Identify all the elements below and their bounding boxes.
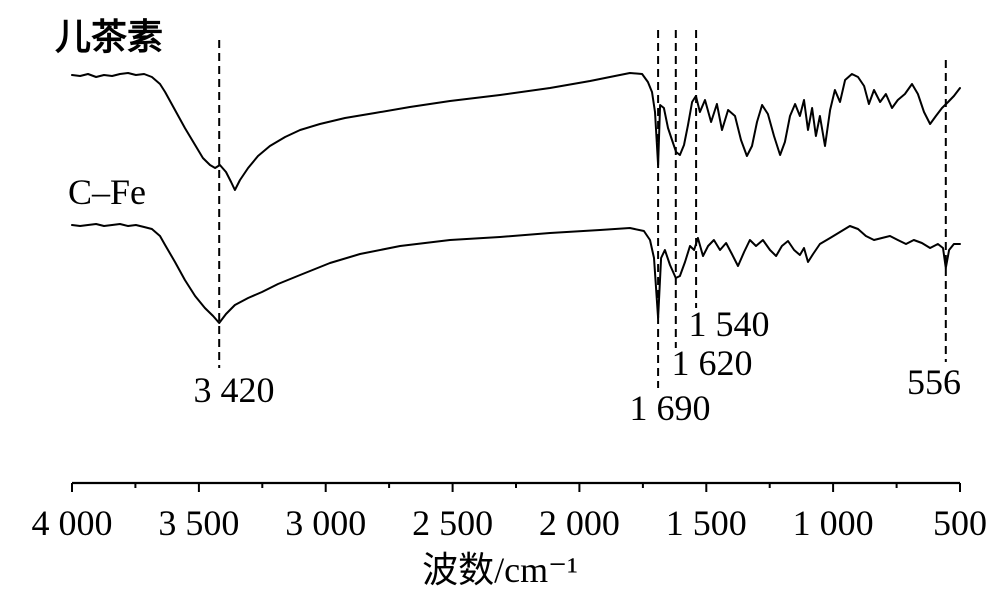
x-axis [71, 481, 961, 492]
x-tick-label: 1 500 [666, 503, 747, 543]
x-tick-label: 3 500 [158, 503, 239, 543]
peak-label: 1 540 [689, 304, 770, 344]
x-axis-label: 波数/cm⁻¹ [422, 550, 578, 590]
peak-label: 1 620 [672, 343, 753, 383]
spectrum-curves [71, 72, 961, 324]
x-tick-labels: 4 000 3 500 3 000 2 500 2 000 1 500 1 000 500 [32, 503, 988, 543]
peak-marker-lines [218, 30, 947, 388]
x-tick-label: 3 000 [285, 503, 366, 543]
x-tick-label: 2 500 [412, 503, 493, 543]
catechin-series-label: 儿茶素 [55, 17, 163, 58]
c-fe-spectrum-line [71, 223, 961, 324]
x-tick-label: 2 000 [539, 503, 620, 543]
x-tick-label: 500 [933, 503, 987, 543]
x-tick-label: 1 000 [793, 503, 874, 543]
catechin-spectrum-line [71, 72, 961, 191]
peak-label: 556 [907, 362, 961, 402]
peak-label: 3 420 [194, 370, 275, 410]
x-tick-label: 4 000 [32, 503, 113, 543]
peak-label: 1 690 [630, 388, 711, 428]
c-fe-series-label: C–Fe [68, 172, 146, 212]
